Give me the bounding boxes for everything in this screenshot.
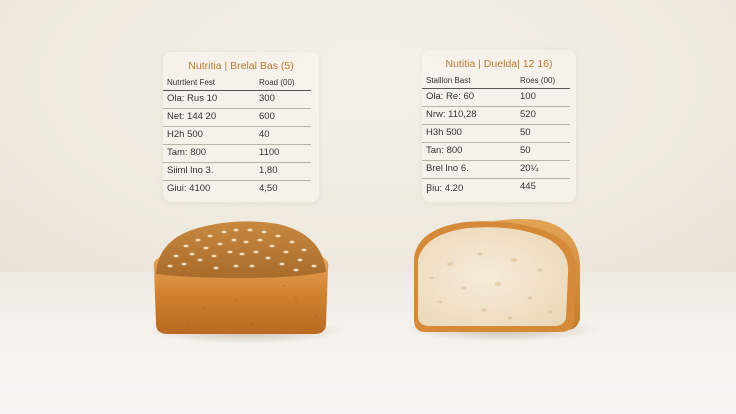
row-value: 1100 xyxy=(259,147,280,158)
sliced-white-bread-image xyxy=(414,219,580,332)
table-row: Tam: 800 1100 xyxy=(163,144,311,163)
row-label: Ola: Re: 60 xyxy=(426,91,475,102)
table-row: Siiml lno 3. 1,80 xyxy=(163,162,311,181)
row-value: 300 xyxy=(259,93,275,104)
right-table-header: Stalllon Bast Roes (00) xyxy=(422,74,570,89)
table-row: H2h 500 40 xyxy=(163,126,311,145)
table-row: Giui: 4100 4,50 xyxy=(163,180,311,198)
background-wall xyxy=(0,0,736,272)
table-row: H3h 500 50 xyxy=(422,124,570,143)
row-value: 445 xyxy=(520,181,536,192)
row-label: Brel lno 6. xyxy=(426,163,469,174)
left-panel-title: Nutritia | Brelal Bas (5) xyxy=(188,60,294,72)
table-surface xyxy=(0,272,736,414)
row-label: Net: 144 20 xyxy=(167,111,217,122)
table-row: Net: 144 20 600 xyxy=(163,108,311,127)
row-label: H2h 500 xyxy=(167,129,203,140)
left-table-header: Nutrtlent Fest Road (00) xyxy=(163,76,311,91)
left-header-col-2: Road (00) xyxy=(259,78,295,87)
row-label: Tam: 800 xyxy=(167,147,207,158)
table-row: Ola: Rus 10 300 xyxy=(163,90,311,109)
right-panel-title: Nutitia | Duelda| 12 16) xyxy=(445,58,553,70)
right-nutrition-panel: Nutitia | Duelda| 12 16) Stalllon Bast R… xyxy=(422,50,576,202)
row-label: Ꞵiu: 4.20 xyxy=(426,183,464,194)
table-row: Ola: Re: 60 100 xyxy=(422,88,570,107)
right-header-col-2: Roes (00) xyxy=(520,76,556,85)
left-nutrition-panel: Nutritia | Brelal Bas (5) Nutrtlent Fest… xyxy=(163,52,319,202)
row-label: Siiml lno 3. xyxy=(167,165,214,176)
row-value: 600 xyxy=(259,111,275,122)
row-value: 40 xyxy=(259,129,270,140)
row-label: Giui: 4100 xyxy=(167,183,211,194)
table-row: Nrw: 110,28 520 xyxy=(422,106,570,125)
row-label: Nrw: 110,28 xyxy=(426,109,477,120)
row-value: 50 xyxy=(520,127,531,138)
row-label: Ola: Rus 10 xyxy=(167,93,218,104)
row-label: H3h 500 xyxy=(426,127,462,138)
row-label: Tan: 800 xyxy=(426,145,463,156)
row-value: 50 xyxy=(520,145,531,156)
row-value: 1,80 xyxy=(259,165,278,176)
row-value: 20¼ xyxy=(520,163,539,174)
seeded-bread-loaf-image xyxy=(153,221,329,334)
table-row: Ꞵiu: 4.20 445 xyxy=(422,178,570,196)
table-row: Tan: 800 50 xyxy=(422,142,570,161)
row-value: 520 xyxy=(520,109,536,120)
table-row: Brel lno 6. 20¼ xyxy=(422,160,570,179)
left-header-col-1: Nutrtlent Fest xyxy=(167,78,216,87)
row-value: 100 xyxy=(520,91,536,102)
row-value: 4,50 xyxy=(259,183,278,194)
right-header-col-1: Stalllon Bast xyxy=(426,76,471,85)
